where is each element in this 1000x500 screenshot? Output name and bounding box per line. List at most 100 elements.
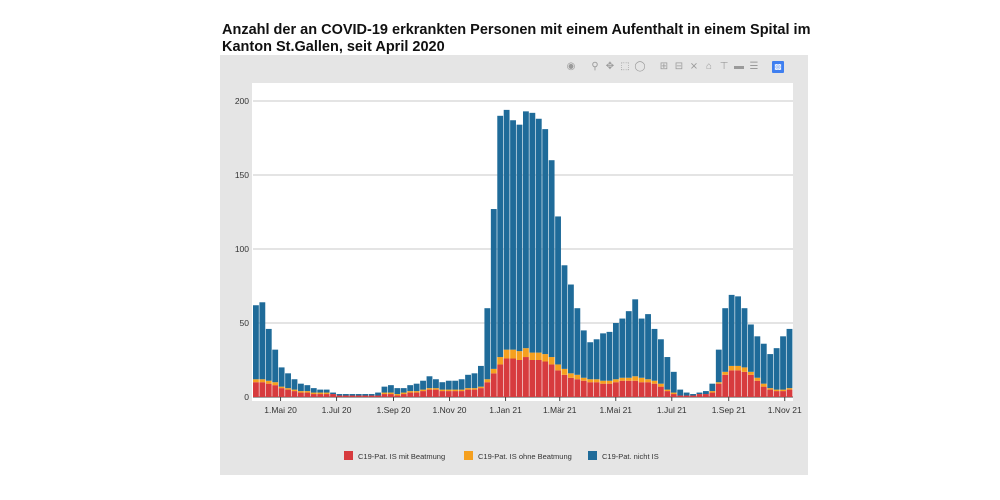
bar-segment: [658, 383, 664, 387]
bar-segment: [535, 360, 542, 397]
bar-segment: [632, 299, 639, 377]
y-tick-label: 50: [240, 318, 250, 328]
bar-segment: [426, 388, 433, 390]
spike-lines-icon[interactable]: ⊤: [719, 61, 729, 72]
bar-segment: [696, 394, 703, 397]
hover-compare-icon[interactable]: ☰: [749, 61, 759, 72]
bar-segment: [542, 354, 549, 362]
bar-segment: [535, 118, 542, 353]
pan-icon[interactable]: ✥: [605, 61, 615, 72]
bar-segment: [465, 389, 471, 397]
bar-segment: [253, 379, 259, 383]
bar-segment: [516, 124, 523, 352]
bar-segment: [555, 216, 561, 365]
bar-segment: [388, 394, 394, 397]
bar-segment: [619, 377, 626, 381]
bar-segment: [368, 395, 375, 397]
bar-segment: [349, 395, 356, 397]
bar-segment: [568, 373, 574, 378]
bar-segment: [265, 380, 272, 384]
bar-segment: [426, 376, 433, 389]
bar-segment: [767, 389, 774, 397]
bar-segment: [703, 394, 709, 397]
camera-icon[interactable]: ◉: [566, 61, 576, 72]
bar-segment: [600, 380, 606, 384]
bar-segment: [490, 373, 497, 397]
autoscale-icon[interactable]: ⨯: [689, 61, 699, 72]
bar-segment: [433, 388, 439, 390]
bar-segment: [529, 352, 536, 360]
bar-segment: [555, 370, 561, 397]
bar-segment: [291, 389, 298, 392]
bar-segment: [754, 380, 761, 397]
bar-segment: [343, 395, 349, 397]
box-select-icon[interactable]: ⬚: [620, 61, 630, 72]
bar-segment: [638, 382, 645, 397]
bar-segment: [362, 395, 369, 397]
bar-segment: [497, 115, 504, 358]
bar-segment: [381, 392, 388, 395]
bar-segment: [413, 392, 420, 397]
legend-label[interactable]: C19-Pat. nicht IS: [602, 452, 659, 461]
bar-segment: [773, 391, 780, 397]
bar-segment: [259, 379, 266, 383]
bar-segment: [478, 386, 484, 389]
bar-segment: [452, 389, 459, 392]
bar-segment: [291, 391, 298, 397]
bar-segment: [548, 160, 555, 358]
bar-segment: [407, 392, 414, 397]
y-tick-label: 200: [235, 96, 249, 106]
bar-segment: [317, 394, 324, 397]
legend-swatch: [344, 451, 353, 460]
reset-axes-icon[interactable]: ⌂: [705, 61, 713, 72]
bar-segment: [683, 392, 690, 396]
bar-segment: [754, 336, 761, 378]
bar-segment: [568, 284, 574, 374]
zoom-in-icon[interactable]: ⊞: [659, 61, 669, 72]
bar-segment: [317, 389, 324, 393]
legend-label[interactable]: C19-Pat. IS ohne Beatmung: [478, 452, 572, 461]
legend-label[interactable]: C19-Pat. IS mit Beatmung: [358, 452, 445, 461]
bar-segment: [420, 380, 426, 390]
bar-segment: [735, 365, 741, 371]
bar-segment: [413, 383, 420, 392]
chart-title: Anzahl der an COVID-19 erkrankten Person…: [222, 22, 811, 55]
bar-segment: [285, 389, 291, 397]
bar-segment: [664, 389, 671, 392]
bar-segment: [645, 382, 651, 397]
zoom-out-icon[interactable]: ⊟: [674, 61, 684, 72]
bar-segment: [388, 392, 394, 395]
bar-segment: [458, 379, 465, 390]
bar-segment: [484, 379, 491, 383]
bar-segment: [580, 377, 587, 381]
bar-segment: [548, 364, 555, 397]
bar-segment: [362, 394, 369, 396]
bar-segment: [413, 391, 420, 393]
bar-segment: [510, 358, 516, 397]
hover-closest-icon[interactable]: ▬: [734, 61, 744, 72]
bar-segment: [253, 305, 259, 380]
bar-segment: [780, 336, 786, 390]
bar-segment: [433, 389, 439, 397]
bar-segment: [780, 391, 786, 397]
bar-segment: [542, 129, 549, 355]
bar-segment: [497, 364, 504, 397]
bar-segment: [677, 389, 684, 396]
plotly-logo-icon[interactable]: ▩: [772, 61, 784, 73]
bar-segment: [580, 380, 587, 397]
bar-segment: [368, 394, 375, 396]
bar-segment: [439, 382, 446, 390]
bar-segment: [336, 395, 343, 397]
zoom-icon[interactable]: ⚲: [591, 61, 599, 72]
bar-segment: [715, 382, 722, 384]
bar-segment: [587, 379, 594, 383]
bar-segment: [748, 374, 754, 397]
bar-segment: [394, 395, 401, 397]
bar-segment: [523, 357, 529, 397]
bar-segment: [683, 395, 690, 397]
bar-segment: [600, 383, 606, 397]
bar-segment: [773, 389, 780, 392]
x-tick-label: 1.Sep 20: [376, 405, 410, 415]
bar-segment: [722, 374, 729, 397]
lasso-icon[interactable]: ◯: [634, 61, 646, 72]
